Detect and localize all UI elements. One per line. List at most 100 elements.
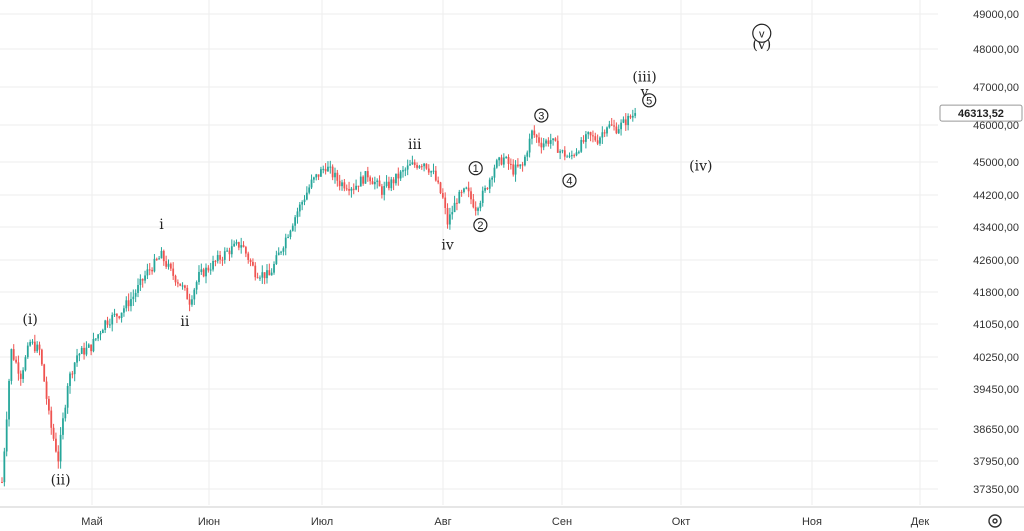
candle: [432, 163, 435, 175]
candle: [38, 341, 41, 356]
y-tick-label: 44200,00: [973, 190, 1019, 202]
candle: [549, 133, 552, 149]
candle: [320, 166, 322, 177]
wave-label: i: [159, 217, 164, 233]
y-tick-label: 37950,00: [973, 456, 1019, 468]
candles: [1, 107, 637, 487]
circled-wave-label: 4: [562, 173, 577, 188]
candle: [474, 201, 477, 216]
candle: [477, 206, 479, 216]
candle: [76, 348, 78, 367]
candle: [8, 378, 10, 427]
candle: [423, 162, 425, 172]
candle: [409, 159, 411, 166]
candle: [624, 113, 627, 131]
candle: [575, 148, 578, 157]
y-axis: 49000,00 48000,00 47000,00 46000,00 45000,00…: [973, 9, 1019, 496]
candle: [3, 447, 6, 487]
candle: [73, 361, 76, 382]
candle: [502, 153, 505, 168]
candle: [364, 170, 367, 184]
y-tick-label: 41800,00: [973, 287, 1019, 299]
candle: [80, 345, 83, 355]
candle: [390, 176, 393, 192]
settings-gear-icon[interactable]: [988, 514, 1002, 528]
candle: [488, 177, 491, 194]
candle: [195, 280, 198, 295]
candle: [371, 177, 374, 185]
candle: [324, 163, 327, 175]
candle: [495, 158, 498, 169]
candle: [165, 255, 168, 269]
candle: [441, 188, 444, 199]
candle: [167, 259, 170, 270]
candle: [456, 198, 458, 211]
candle: [256, 272, 259, 279]
candle: [24, 355, 27, 372]
candle: [240, 237, 243, 254]
candle: [388, 176, 390, 191]
candle: [132, 289, 135, 306]
candle: [542, 138, 545, 151]
candle: [545, 138, 547, 147]
candle: [22, 367, 25, 383]
candle: [296, 207, 299, 224]
candle: [413, 159, 416, 168]
candle: [33, 334, 36, 353]
candle: [458, 189, 461, 204]
candle: [162, 249, 165, 266]
candle: [603, 129, 606, 138]
svg-text:2: 2: [477, 220, 483, 232]
candle: [137, 278, 139, 298]
candle: [460, 189, 463, 197]
candle: [19, 370, 22, 386]
candle: [552, 138, 554, 146]
candle: [305, 186, 308, 201]
x-tick-label: Дек: [911, 516, 930, 528]
candle: [538, 132, 540, 147]
candle: [134, 289, 137, 303]
candle: [514, 160, 517, 182]
candle: [15, 356, 17, 364]
candle: [108, 318, 111, 329]
candle: [275, 250, 278, 266]
candle: [526, 150, 529, 161]
circled-wave-label: 2: [473, 217, 488, 233]
candle: [139, 274, 142, 291]
y-tick-label: 45000,00: [973, 157, 1019, 169]
candle: [470, 187, 472, 205]
candle: [263, 272, 266, 285]
candle: [327, 161, 329, 172]
candle: [10, 348, 13, 385]
candle: [55, 432, 57, 453]
last-price-tag: 46313,52: [939, 104, 1023, 122]
candle: [280, 250, 282, 255]
candle: [130, 292, 132, 312]
candle: [45, 376, 48, 405]
candle: [596, 134, 599, 146]
candle: [12, 344, 15, 361]
candle: [336, 169, 339, 187]
candle: [160, 247, 163, 259]
candle: [181, 282, 184, 290]
candle: [78, 352, 81, 362]
candle: [430, 170, 433, 178]
candle: [467, 181, 470, 198]
candle: [209, 262, 212, 275]
candle: [26, 342, 29, 359]
candle: [362, 175, 365, 186]
candle: [517, 158, 519, 168]
candle: [31, 339, 34, 345]
candle: [146, 263, 149, 280]
candle: [331, 164, 334, 181]
candle: [594, 132, 597, 142]
candle: [601, 126, 604, 144]
candle: [493, 164, 496, 183]
candle: [186, 285, 189, 300]
x-tick-label: Май: [81, 516, 103, 528]
candle: [399, 170, 402, 181]
candle: [366, 166, 369, 182]
candle: [101, 328, 104, 334]
